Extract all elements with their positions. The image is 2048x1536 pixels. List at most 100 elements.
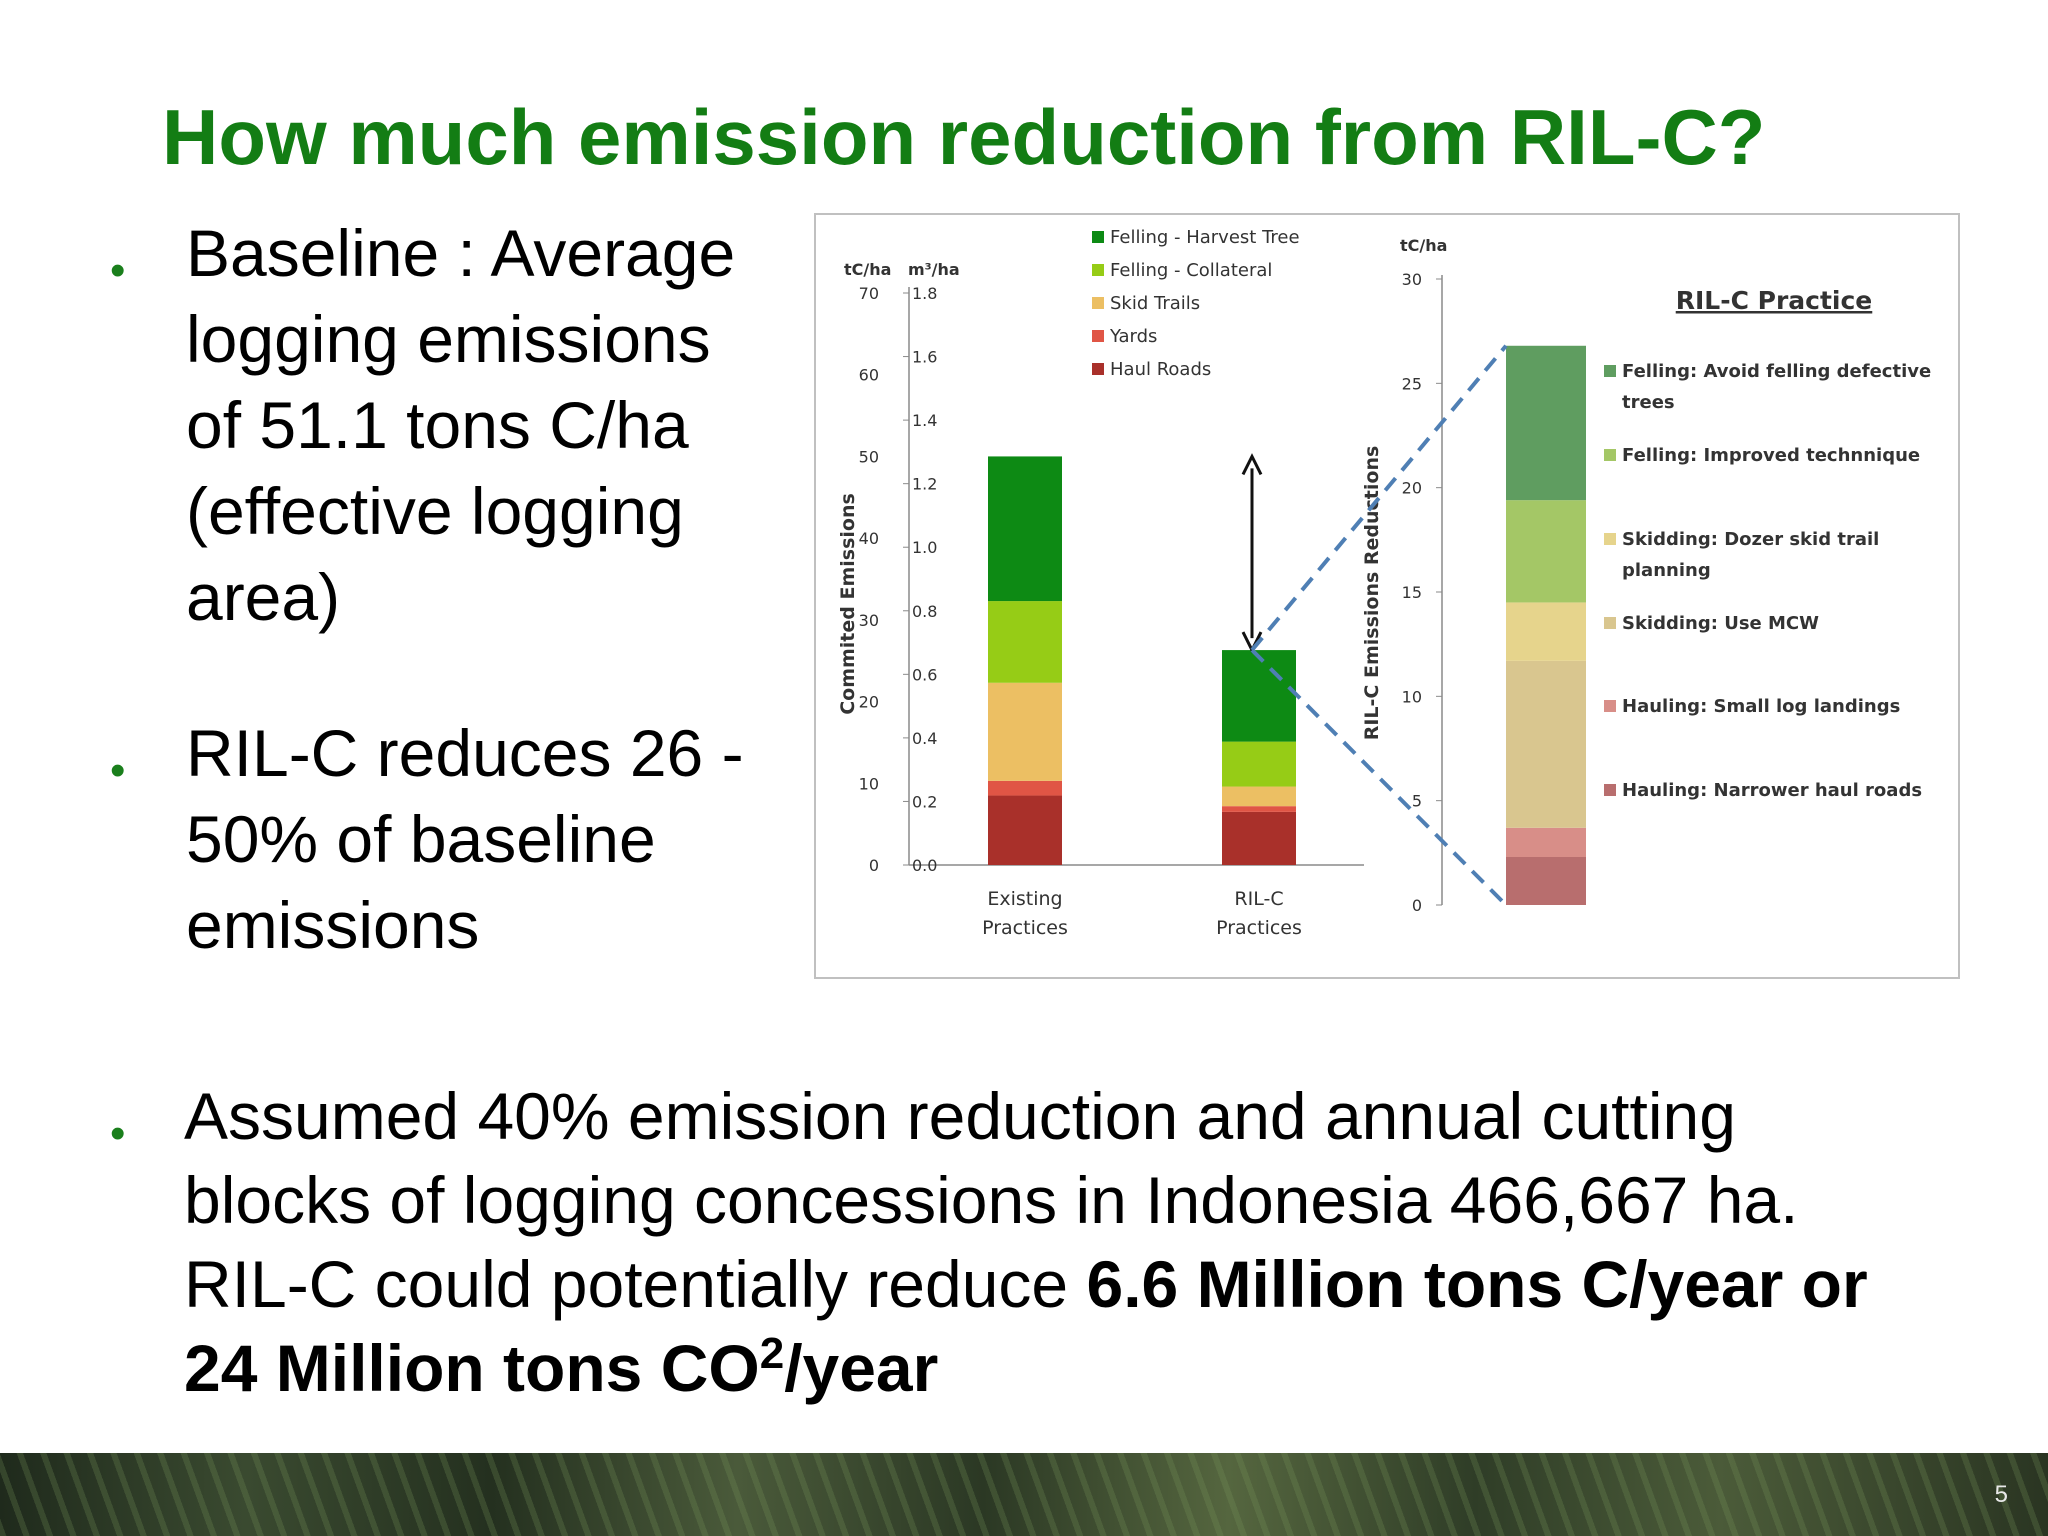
practice-legend-label: Felling: Improved technnique	[1622, 445, 1920, 466]
bar-segment-felling-harvest-tree	[988, 456, 1062, 602]
legend-label: Felling - Collateral	[1110, 260, 1272, 281]
practice-segment-hauling-small-log-landings	[1506, 827, 1586, 858]
bullet-line: RIL-C could potentially reduce 6.6 Milli…	[184, 1242, 2044, 1326]
legend-label: Felling - Harvest Tree	[1110, 227, 1300, 248]
practice-legend-swatch	[1604, 784, 1616, 796]
connector-dashed-bottom	[1250, 648, 1508, 907]
bullet-line: 50% of baseline	[186, 802, 656, 876]
left-y-axis-label: Commited Emissions	[837, 493, 859, 715]
bullet-line: Baseline : Average	[186, 216, 736, 290]
y-tick-label-m3: 1.6	[912, 348, 937, 367]
emissions-chart: 0 10 20 30 40 50 60 70 0.0 0.2 0.4 0.6 0.8 1.0 1.2 1.4 1…	[814, 213, 1960, 979]
bullet-line: 24 Million tons CO2/year	[184, 1326, 2044, 1410]
bullet-text: Baseline : Average logging emissions of …	[186, 210, 735, 640]
x-category-label: Practices	[1216, 917, 1302, 939]
y-tick-label-m3: 0.0	[912, 856, 937, 875]
y-tick-label-tc: 60	[859, 366, 879, 385]
x-category-label: Existing	[987, 888, 1062, 910]
right-y-tick-label: 0	[1412, 896, 1422, 915]
y-tick-label-tc: 50	[859, 447, 879, 466]
legend-label: Yards	[1109, 326, 1157, 347]
practice-legend-label: Felling: Avoid felling defective	[1622, 361, 1931, 382]
practice-segment-felling-avoid-felling-defective-trees	[1506, 345, 1586, 501]
practice-legend-label: trees	[1622, 392, 1675, 413]
legend-swatch	[1092, 330, 1104, 342]
practice-legend-swatch	[1604, 365, 1616, 377]
legend-swatch	[1092, 231, 1104, 243]
bullet-text: Assumed 40% emission reduction and annua…	[184, 1074, 2044, 1410]
legend-swatch	[1092, 264, 1104, 276]
bar-segment-felling-harvest-tree	[1222, 650, 1296, 742]
practice-legend-label: Hauling: Narrower haul roads	[1622, 780, 1922, 801]
right-y-tick-label: 20	[1402, 479, 1422, 498]
y-tick-label-tc: 10	[859, 774, 879, 793]
legend-swatch	[1092, 363, 1104, 375]
y-tick-label-tc: 20	[859, 693, 879, 712]
bullet-bold-text: /year	[784, 1331, 939, 1405]
y-unit-left: tC/ha	[844, 260, 891, 279]
right-y-axis-label: RIL-C Emissions Reductions	[1361, 446, 1383, 741]
right-y-tick-label: 15	[1402, 583, 1422, 602]
practice-legend-label: Skidding: Dozer skid trail	[1622, 529, 1879, 550]
page-number: 5	[1994, 1481, 2008, 1508]
bullet-line: area)	[186, 560, 341, 634]
connector-dashed-top	[1250, 344, 1508, 652]
y-tick-label-tc: 40	[859, 529, 879, 548]
bullet-line: emissions	[186, 888, 480, 962]
practice-legend-label: planning	[1622, 560, 1711, 581]
bullet-bold-text: 6.6 Million tons C/year or	[1086, 1247, 1868, 1321]
practice-legend-title: RIL-C Practice	[1676, 286, 1873, 315]
bullet-dot-icon: •	[110, 1109, 126, 1158]
emissions-chart-svg: 0 10 20 30 40 50 60 70 0.0 0.2 0.4 0.6 0.8 1.0 1.2 1.4 1…	[837, 227, 1931, 939]
bullet-line: of 51.1 tons C/ha	[186, 388, 689, 462]
right-y-unit: tC/ha	[1400, 236, 1447, 255]
bar-segment-felling-collateral	[1222, 741, 1296, 787]
bullet-dot-icon: •	[110, 246, 126, 295]
practice-legend-label: Skidding: Use MCW	[1622, 613, 1819, 634]
legend-label: Skid Trails	[1110, 293, 1200, 314]
bullet-text: RIL-C reduces 26 - 50% of baseline emiss…	[186, 710, 744, 968]
y-tick-label-m3: 1.0	[912, 538, 937, 557]
right-y-tick-label: 10	[1402, 687, 1422, 706]
bar-segment-haul-roads	[1222, 811, 1296, 865]
practice-legend-swatch	[1604, 617, 1616, 629]
bar-segment-yards	[988, 780, 1062, 796]
y-tick-label-m3: 0.4	[912, 729, 937, 748]
practice-legend-swatch	[1604, 533, 1616, 545]
arrow-head-up-icon	[1241, 453, 1263, 476]
bar-segment-skid-trails	[988, 682, 1062, 781]
y-tick-label-m3: 0.2	[912, 792, 937, 811]
bar-segment-skid-trails	[1222, 786, 1296, 807]
bullet-line: blocks of logging concessions in Indones…	[184, 1163, 1799, 1237]
practice-segment-skidding-use-mcw	[1506, 660, 1586, 828]
y-tick-label-m3: 1.4	[912, 411, 937, 430]
y-tick-label-m3: 1.8	[912, 284, 937, 303]
practice-legend-label: Hauling: Small log landings	[1622, 696, 1900, 717]
right-y-tick-label: 5	[1412, 792, 1422, 811]
y-tick-label-m3: 0.6	[912, 665, 937, 684]
right-y-tick-label: 25	[1402, 374, 1422, 393]
bullet-bold-text: 24 Million tons CO	[184, 1331, 760, 1405]
bullet-dot-icon: •	[110, 746, 126, 795]
legend-label: Haul Roads	[1110, 359, 1211, 380]
x-category-label: RIL-C	[1234, 888, 1283, 910]
practice-segment-skidding-dozer-skid-trail-planning	[1506, 602, 1586, 661]
practice-legend-swatch	[1604, 449, 1616, 461]
forest-footer-banner: 5	[0, 1453, 2048, 1536]
practice-legend-swatch	[1604, 700, 1616, 712]
bar-segment-haul-roads	[988, 795, 1062, 865]
bullet-line: RIL-C reduces 26 -	[186, 716, 744, 790]
right-y-tick-label: 30	[1402, 270, 1422, 289]
slide-title: How much emission reduction from RIL-C?	[162, 93, 1766, 181]
x-category-label: Practices	[982, 917, 1068, 939]
y-tick-label-m3: 1.2	[912, 475, 937, 494]
practice-segment-hauling-narrower-haul-roads	[1506, 857, 1586, 905]
practice-segment-felling-improved-technnique	[1506, 500, 1586, 603]
superscript: 2	[759, 1329, 785, 1378]
bar-segment-yards	[1222, 806, 1296, 812]
bar-segment-felling-collateral	[988, 601, 1062, 683]
y-tick-label-tc: 70	[859, 284, 879, 303]
y-unit-right: m³/ha	[908, 260, 960, 279]
bullet-line: (effective logging	[186, 474, 684, 548]
y-tick-label-m3: 0.8	[912, 602, 937, 621]
